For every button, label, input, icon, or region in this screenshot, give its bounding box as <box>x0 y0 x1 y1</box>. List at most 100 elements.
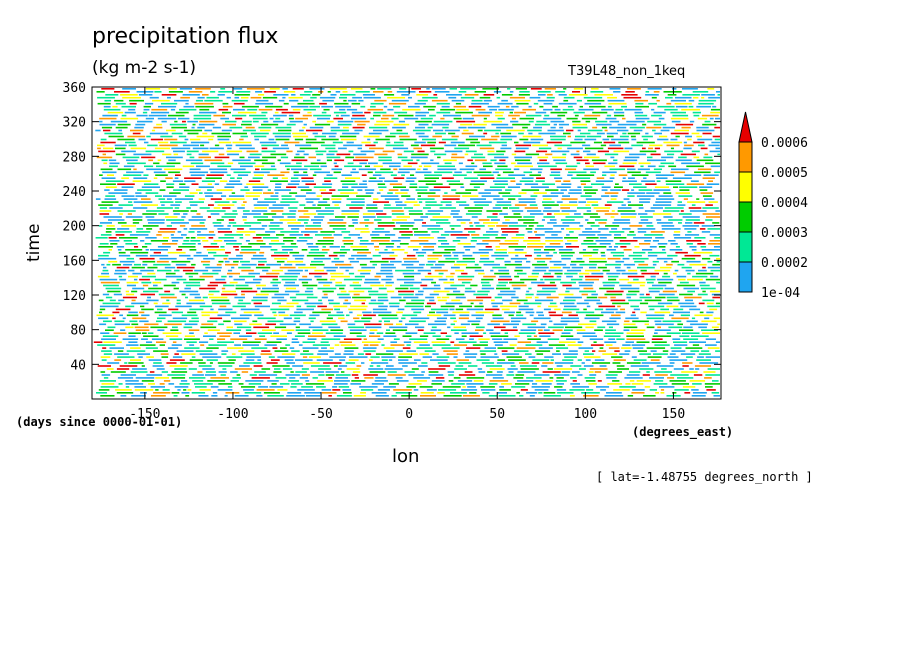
precip-streak <box>188 231 195 233</box>
precip-streak <box>497 174 501 176</box>
precip-streak <box>144 243 152 245</box>
precip-streak <box>438 365 451 367</box>
precip-streak <box>105 195 116 197</box>
precip-streak <box>568 171 587 174</box>
precip-streak <box>525 344 543 346</box>
precip-streak <box>318 368 332 370</box>
precip-streak <box>153 251 161 254</box>
precip-streak <box>283 102 289 105</box>
precip-streak <box>355 228 369 230</box>
precip-streak <box>699 228 706 230</box>
precip-streak <box>102 347 107 349</box>
precip-streak <box>710 111 720 114</box>
precip-streak <box>450 141 465 144</box>
precip-streak <box>374 380 388 382</box>
precip-streak <box>200 326 217 329</box>
precip-streak <box>652 284 667 287</box>
precip-streak <box>437 156 441 159</box>
precip-streak <box>285 281 295 284</box>
precip-streak <box>653 111 666 114</box>
precip-streak <box>624 350 631 352</box>
precip-streak <box>586 389 594 391</box>
precip-streak <box>274 257 288 260</box>
precip-streak <box>153 171 166 174</box>
precip-streak <box>236 326 252 329</box>
precip-streak <box>289 234 303 236</box>
precip-streak <box>339 266 354 269</box>
precip-streak <box>351 254 367 257</box>
precip-streak <box>572 371 580 373</box>
precip-streak <box>403 207 413 209</box>
precip-streak <box>623 96 642 99</box>
precip-streak <box>552 353 561 355</box>
precip-streak <box>647 120 661 123</box>
precip-streak <box>132 222 140 224</box>
precip-streak <box>678 213 692 215</box>
precip-streak <box>709 308 718 311</box>
precip-streak <box>385 246 394 248</box>
precip-streak <box>241 386 256 388</box>
precip-streak <box>438 260 455 263</box>
precip-streak <box>227 272 240 275</box>
precip-streak <box>560 320 580 323</box>
precip-streak <box>191 216 203 218</box>
precip-streak <box>668 219 683 221</box>
precip-streak <box>161 94 177 96</box>
precip-streak <box>686 165 704 168</box>
precip-streak <box>157 329 165 331</box>
precip-streak <box>291 177 299 179</box>
precip-streak <box>591 293 598 296</box>
precip-streak <box>166 129 176 132</box>
precip-streak <box>691 317 696 320</box>
precip-streak <box>314 216 325 218</box>
precip-streak <box>312 204 316 206</box>
precip-streak <box>191 263 196 266</box>
precip-streak <box>644 323 649 326</box>
precip-streak <box>537 305 541 308</box>
precip-streak <box>174 269 180 272</box>
precip-streak <box>343 144 363 147</box>
precip-streak <box>164 290 171 293</box>
precip-streak <box>659 386 675 388</box>
precip-streak <box>266 362 278 364</box>
precip-streak <box>511 210 524 212</box>
precip-streak <box>342 91 348 93</box>
precip-streak <box>107 326 116 329</box>
precip-streak <box>683 141 687 144</box>
precip-streak <box>148 159 153 162</box>
precip-streak <box>229 281 238 284</box>
precip-streak <box>181 293 186 296</box>
precip-streak <box>128 269 135 272</box>
precip-streak <box>579 368 586 370</box>
precip-streak <box>507 88 511 90</box>
precip-streak <box>399 231 413 233</box>
precip-streak <box>577 359 582 361</box>
precip-streak <box>586 135 602 138</box>
precip-streak <box>149 96 159 99</box>
precip-streak <box>648 305 665 308</box>
precip-streak <box>583 189 598 191</box>
precip-streak <box>126 284 136 287</box>
precip-streak <box>185 296 188 299</box>
precip-streak <box>536 150 548 153</box>
precip-streak <box>443 281 455 284</box>
precip-streak <box>693 114 700 117</box>
precip-streak <box>586 237 599 239</box>
precip-streak <box>500 290 516 293</box>
precip-streak <box>166 219 185 221</box>
precip-streak <box>292 132 306 135</box>
precip-streak <box>501 350 508 352</box>
precip-streak <box>174 198 193 200</box>
precip-streak <box>241 120 252 123</box>
precip-streak <box>404 371 415 373</box>
precip-streak <box>330 126 340 129</box>
precip-streak <box>427 272 432 275</box>
precip-streak <box>199 353 218 355</box>
precip-streak <box>239 156 245 159</box>
precip-streak <box>673 186 679 188</box>
precip-streak <box>418 180 437 182</box>
precip-streak <box>526 335 532 337</box>
precip-streak <box>384 198 400 200</box>
precip-streak <box>200 144 205 147</box>
precip-streak <box>427 126 433 129</box>
